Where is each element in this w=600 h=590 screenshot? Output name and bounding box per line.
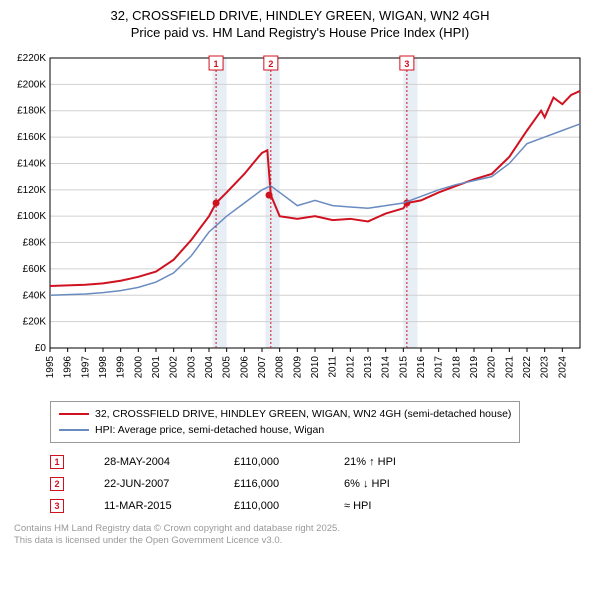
marker-row: 2 22-JUN-2007 £116,000 6% ↓ HPI — [50, 473, 590, 495]
legend: 32, CROSSFIELD DRIVE, HINDLEY GREEN, WIG… — [50, 401, 520, 443]
chart-subtitle: Price paid vs. HM Land Registry's House … — [10, 25, 590, 40]
svg-text:2024: 2024 — [557, 356, 568, 379]
svg-text:£160K: £160K — [17, 132, 46, 143]
footer-line-2: This data is licensed under the Open Gov… — [14, 535, 590, 547]
marker-number-box: 1 — [50, 455, 64, 469]
svg-text:£0: £0 — [35, 343, 47, 354]
chart-svg: £0 £20K £40K £60K £80K £100K £120K £140K £160K £1… — [10, 48, 590, 388]
svg-text:2010: 2010 — [310, 356, 321, 379]
svg-text:2019: 2019 — [469, 356, 480, 379]
legend-item: 32, CROSSFIELD DRIVE, HINDLEY GREEN, WIG… — [59, 406, 511, 422]
svg-text:1998: 1998 — [98, 356, 109, 379]
svg-text:2006: 2006 — [239, 356, 250, 379]
svg-text:2004: 2004 — [204, 356, 215, 379]
svg-text:2009: 2009 — [292, 356, 303, 379]
legend-item: HPI: Average price, semi-detached house,… — [59, 422, 511, 438]
svg-text:2016: 2016 — [416, 356, 427, 379]
svg-text:2008: 2008 — [275, 356, 286, 379]
marker-row: 1 28-MAY-2004 £110,000 21% ↑ HPI — [50, 451, 590, 473]
svg-text:1997: 1997 — [80, 356, 91, 379]
svg-text:2011: 2011 — [328, 356, 339, 378]
marker-number-box: 3 — [50, 499, 64, 513]
svg-text:1995: 1995 — [45, 356, 56, 379]
svg-text:£140K: £140K — [17, 158, 46, 169]
legend-label: HPI: Average price, semi-detached house,… — [95, 424, 324, 436]
svg-text:2007: 2007 — [257, 356, 268, 379]
marker-row: 3 11-MAR-2015 £110,000 ≈ HPI — [50, 495, 590, 517]
svg-text:£60K: £60K — [23, 264, 47, 275]
svg-text:2018: 2018 — [451, 356, 462, 379]
marker-price: £110,000 — [234, 456, 304, 468]
svg-text:£200K: £200K — [17, 79, 46, 90]
svg-text:2000: 2000 — [133, 356, 144, 379]
svg-text:2: 2 — [268, 59, 273, 69]
svg-text:£120K: £120K — [17, 185, 46, 196]
svg-text:2022: 2022 — [522, 356, 533, 379]
svg-text:£180K: £180K — [17, 106, 46, 117]
marker-date: 28-MAY-2004 — [104, 456, 194, 468]
svg-text:2002: 2002 — [169, 356, 180, 379]
svg-text:2017: 2017 — [434, 356, 445, 379]
marker-change: ≈ HPI — [344, 500, 434, 512]
chart-title: 32, CROSSFIELD DRIVE, HINDLEY GREEN, WIG… — [10, 8, 590, 23]
svg-text:2020: 2020 — [487, 356, 498, 379]
svg-text:£220K: £220K — [17, 53, 46, 64]
svg-text:£40K: £40K — [23, 290, 47, 301]
legend-swatch — [59, 429, 89, 431]
svg-text:1999: 1999 — [116, 356, 127, 379]
marker-price: £116,000 — [234, 478, 304, 490]
chart-plot: £0 £20K £40K £60K £80K £100K £120K £140K £160K £1… — [10, 48, 590, 393]
svg-text:3: 3 — [404, 59, 409, 69]
svg-text:2003: 2003 — [186, 356, 197, 379]
marker-date: 22-JUN-2007 — [104, 478, 194, 490]
marker-change: 21% ↑ HPI — [344, 456, 434, 468]
legend-swatch — [59, 413, 89, 415]
svg-text:£20K: £20K — [23, 317, 47, 328]
svg-text:2001: 2001 — [151, 356, 162, 379]
svg-text:2013: 2013 — [363, 356, 374, 379]
marker-price: £110,000 — [234, 500, 304, 512]
svg-text:2014: 2014 — [381, 356, 392, 379]
svg-text:£100K: £100K — [17, 211, 46, 222]
marker-table: 1 28-MAY-2004 £110,000 21% ↑ HPI 2 22-JUN-200… — [50, 451, 590, 517]
svg-text:2023: 2023 — [540, 356, 551, 379]
footer-line-1: Contains HM Land Registry data © Crown c… — [14, 523, 590, 535]
chart-container: 32, CROSSFIELD DRIVE, HINDLEY GREEN, WIG… — [0, 0, 600, 556]
svg-text:2021: 2021 — [504, 356, 515, 379]
footer-text: Contains HM Land Registry data © Crown c… — [14, 523, 590, 548]
svg-text:2005: 2005 — [222, 356, 233, 379]
svg-text:1: 1 — [214, 59, 219, 69]
marker-number-box: 2 — [50, 477, 64, 491]
svg-text:£80K: £80K — [23, 238, 47, 249]
legend-label: 32, CROSSFIELD DRIVE, HINDLEY GREEN, WIG… — [95, 408, 511, 420]
marker-change: 6% ↓ HPI — [344, 478, 434, 490]
svg-text:2015: 2015 — [398, 356, 409, 379]
marker-date: 11-MAR-2015 — [104, 500, 194, 512]
svg-text:1996: 1996 — [63, 356, 74, 379]
svg-text:2012: 2012 — [345, 356, 356, 379]
